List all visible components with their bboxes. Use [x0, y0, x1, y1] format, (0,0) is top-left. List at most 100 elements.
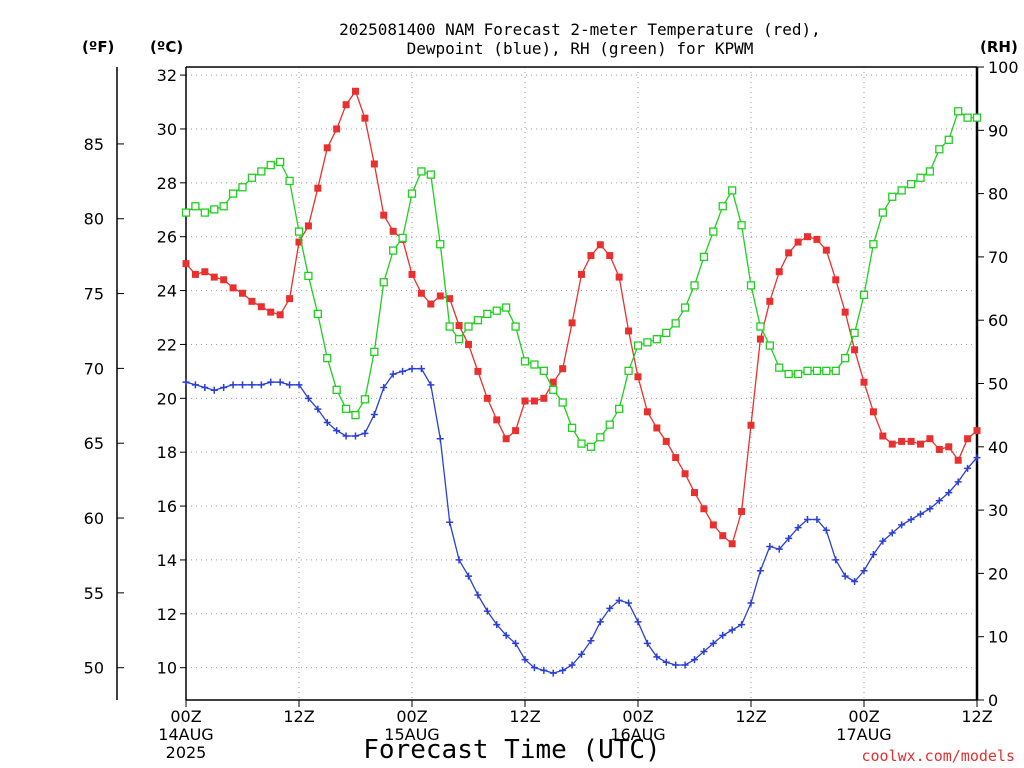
data-point: [455, 322, 463, 330]
fahrenheit-tick-label: 80: [84, 210, 104, 229]
data-point: [304, 222, 312, 230]
data-point: [502, 631, 510, 639]
data-point: [756, 335, 764, 343]
series-plus: [182, 365, 981, 677]
data-point: [709, 639, 717, 647]
data-point: [785, 534, 793, 542]
data-point: [229, 284, 237, 292]
data-point: [417, 289, 425, 297]
data-point: [220, 384, 228, 392]
data-point: [568, 319, 576, 327]
data-point: [596, 618, 604, 626]
data-point: [389, 246, 398, 255]
data-point: [492, 306, 501, 315]
data-point: [822, 526, 830, 534]
x-tick-label: 16AUG: [610, 725, 665, 744]
data-point: [182, 378, 190, 386]
data-point: [493, 416, 501, 424]
data-point: [653, 653, 661, 661]
data-point: [549, 669, 557, 677]
data-point: [389, 227, 397, 235]
data-point: [973, 454, 981, 462]
data-point: [586, 442, 596, 451]
data-point: [568, 661, 576, 669]
data-point: [361, 429, 369, 437]
data-point: [972, 113, 982, 122]
celsius-tick-label: 30: [157, 120, 177, 139]
data-point: [728, 186, 737, 195]
data-point: [851, 577, 859, 585]
data-point: [879, 537, 887, 545]
data-point: [624, 366, 633, 375]
series-line: [185, 368, 978, 674]
data-point: [465, 340, 472, 348]
data-point: [812, 366, 822, 375]
data-point: [954, 456, 962, 464]
data-point: [464, 322, 473, 331]
celsius-tick-label: 26: [157, 228, 177, 247]
data-point: [756, 567, 764, 575]
data-point: [643, 639, 651, 647]
fahrenheit-tick-label: 70: [84, 359, 104, 378]
data-point: [577, 439, 586, 448]
data-point: [341, 404, 351, 413]
x-tick-label: 00Z: [396, 707, 427, 726]
data-point: [596, 433, 605, 442]
data-point: [634, 618, 642, 626]
data-point: [474, 367, 482, 375]
rh-tick-label: 90: [988, 121, 1008, 140]
data-point: [228, 189, 238, 198]
data-point: [352, 87, 359, 95]
data-point: [502, 435, 510, 443]
data-point: [898, 521, 906, 529]
data-point: [511, 322, 520, 331]
data-point: [210, 386, 218, 394]
data-point: [926, 435, 934, 443]
rh-unit-label: (RH): [980, 38, 1018, 56]
data-point: [869, 551, 877, 559]
data-point: [718, 202, 727, 211]
data-point: [615, 273, 623, 281]
data-point: [907, 437, 915, 445]
data-point: [398, 233, 407, 243]
data-point: [257, 381, 265, 389]
data-point: [765, 341, 774, 350]
data-point: [841, 354, 850, 363]
celsius-tick-label: 18: [157, 443, 177, 462]
data-point: [963, 113, 972, 122]
data-point: [606, 252, 614, 260]
data-point: [285, 176, 294, 186]
data-point: [370, 160, 378, 168]
fahrenheit-tick-label: 60: [84, 509, 104, 528]
data-point: [512, 427, 520, 435]
x-tick-label: 17AUG: [836, 725, 891, 744]
rh-tick-label: 0: [988, 691, 998, 710]
data-point: [530, 397, 538, 405]
data-point: [257, 167, 266, 176]
data-point: [860, 378, 868, 386]
data-point: [540, 394, 548, 402]
data-point: [370, 410, 378, 418]
series-filled-square: [182, 87, 981, 548]
celsius-tick-label: 32: [157, 66, 177, 85]
data-point: [559, 365, 567, 373]
credit-text: coolwx.com/models: [861, 747, 1015, 765]
fahrenheit-tick-label: 85: [84, 135, 104, 154]
data-point: [191, 270, 199, 278]
data-point: [483, 394, 491, 402]
fahrenheit-tick-label: 65: [84, 434, 104, 453]
data-point: [427, 300, 435, 308]
axes-layer: 10 12 14 16 18 20 22 24 26 28 30 32 50 55 60 65 70 75 80 85…: [84, 58, 1019, 762]
data-point: [549, 385, 558, 394]
data-point: [643, 338, 652, 347]
rh-tick-label: 40: [988, 438, 1008, 457]
data-point: [530, 360, 539, 369]
data-point: [625, 327, 633, 335]
data-point: [323, 144, 331, 152]
data-point: [333, 427, 341, 435]
data-point: [747, 599, 755, 607]
data-point: [784, 369, 793, 379]
x-tick-label: 00Z: [848, 707, 879, 726]
data-point: [625, 599, 633, 607]
